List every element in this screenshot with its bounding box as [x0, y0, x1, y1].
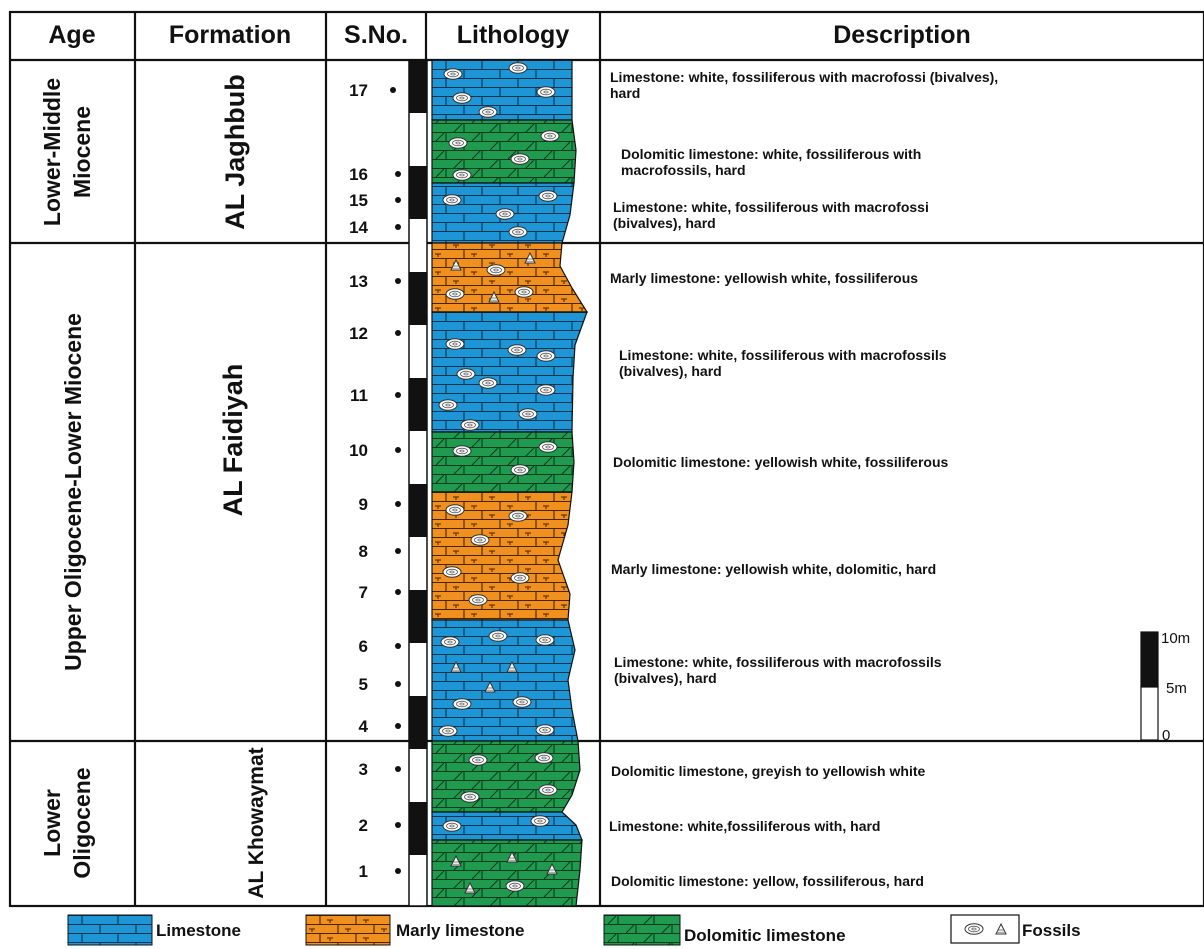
sample-number: 11	[350, 386, 368, 405]
sample-number: 4	[359, 717, 369, 736]
bed-limestone	[431, 311, 588, 433]
header-lithology: Lithology	[457, 21, 570, 49]
description-line: Dolomitic limestone: white, fossiliferou…	[621, 146, 921, 162]
description-line: Limestone: white, fossiliferous with mac…	[619, 347, 947, 363]
formation-al-khowaymat: AL Khowaymat	[245, 747, 268, 898]
sample-number: 14	[349, 218, 368, 237]
legend-label-dolomitic-limestone: Dolomitic limestone	[684, 926, 846, 945]
description-line: (bivalves), hard	[619, 363, 722, 379]
description-line: hard	[610, 85, 640, 101]
description-line: macrofossils, hard	[621, 162, 746, 178]
thickness-scale-strip	[408, 59, 428, 907]
bed-marly-limestone	[431, 242, 589, 313]
scale-label-5m: 5m	[1166, 680, 1187, 697]
sample-number: 5	[359, 675, 368, 694]
table-frame	[8, 10, 1204, 908]
lithology-beds	[431, 59, 589, 907]
description-line: (bivalves), hard	[613, 215, 716, 231]
bed-dolomitic-limestone	[431, 740, 581, 813]
sample-dots	[390, 87, 401, 874]
legend: Limestone Marly limestone Dolomitic lime…	[67, 914, 1081, 946]
sample-number: 1	[359, 862, 368, 881]
legend-label-fossils: Fossils	[1022, 921, 1081, 940]
description-line: Dolomitic limestone: yellow, fossilifero…	[611, 873, 924, 889]
description-line: Limestone: white, fossiliferous with mac…	[610, 69, 998, 85]
formation-al-faidiyah: AL Faidiyah	[218, 364, 248, 517]
description-line: Limestone: white, fossiliferous with mac…	[613, 199, 929, 215]
age-upper-oligocene-lower-miocene: Upper Oligocene-Lower Miocene	[60, 313, 86, 671]
legend-swatch-limestone	[67, 914, 153, 946]
description-line: Dolomitic limestone: yellowish white, fo…	[613, 454, 948, 470]
scale-bar: 10m 5m 0	[1140, 630, 1190, 744]
age-lower-middle-miocene-line1: Lower-Middle	[39, 78, 65, 226]
description-line: Marly limestone: yellowish white, dolomi…	[611, 561, 936, 577]
sample-number: 17	[349, 81, 368, 100]
age-lower-middle-miocene-line2: Miocene	[69, 106, 95, 198]
header-description: Description	[833, 21, 971, 49]
legend-swatch-marly-limestone	[305, 914, 391, 946]
header-formation: Formation	[169, 21, 291, 49]
legend-label-limestone: Limestone	[156, 921, 241, 940]
oyster-fossil-icon	[964, 923, 984, 935]
sample-number: 9	[359, 495, 368, 514]
legend-swatch-fossils	[950, 914, 1020, 944]
bed-dolomitic-limestone	[431, 431, 575, 493]
sample-number: 16	[349, 165, 368, 184]
sample-number: 8	[359, 542, 368, 561]
header-age: Age	[48, 21, 95, 49]
scale-label-0: 0	[1162, 727, 1170, 744]
description-line: Limestone: white,fossiliferous with, har…	[609, 818, 880, 834]
description-line: Marly limestone: yellowish white, fossil…	[610, 270, 918, 286]
header-sample-number: S.No.	[344, 21, 408, 49]
description-line: (bivalves), hard	[614, 670, 717, 686]
sample-number: 13	[349, 272, 368, 291]
sample-number: 7	[359, 583, 368, 602]
sample-numbers: 17 16 15 14 13 12 11 10 9 8 7 6 5 4 3 2 …	[349, 81, 368, 881]
legend-label-marly-limestone: Marly limestone	[396, 921, 525, 940]
description-line: Dolomitic limestone, greyish to yellowis…	[611, 763, 925, 779]
sample-number: 3	[359, 760, 368, 779]
description-line: Limestone: white, fossiliferous with mac…	[614, 654, 942, 670]
sample-number: 2	[359, 816, 368, 835]
bed-dolomitic-limestone	[431, 119, 577, 184]
legend-swatch-dolomitic-limestone	[603, 914, 681, 946]
scale-label-10m: 10m	[1161, 630, 1190, 647]
bed-dolomitic-limestone	[431, 839, 583, 907]
sample-number: 6	[359, 637, 368, 656]
sample-number: 12	[349, 324, 368, 343]
sample-number: 15	[349, 191, 368, 210]
age-lower-oligocene-line1: Lower	[39, 789, 65, 857]
descriptions: Limestone: white, fossiliferous with mac…	[609, 69, 998, 889]
formation-al-jaghbub: AL Jaghbub	[220, 74, 250, 230]
age-lower-oligocene-line2: Oligocene	[69, 767, 95, 878]
sample-number: 10	[349, 441, 368, 460]
